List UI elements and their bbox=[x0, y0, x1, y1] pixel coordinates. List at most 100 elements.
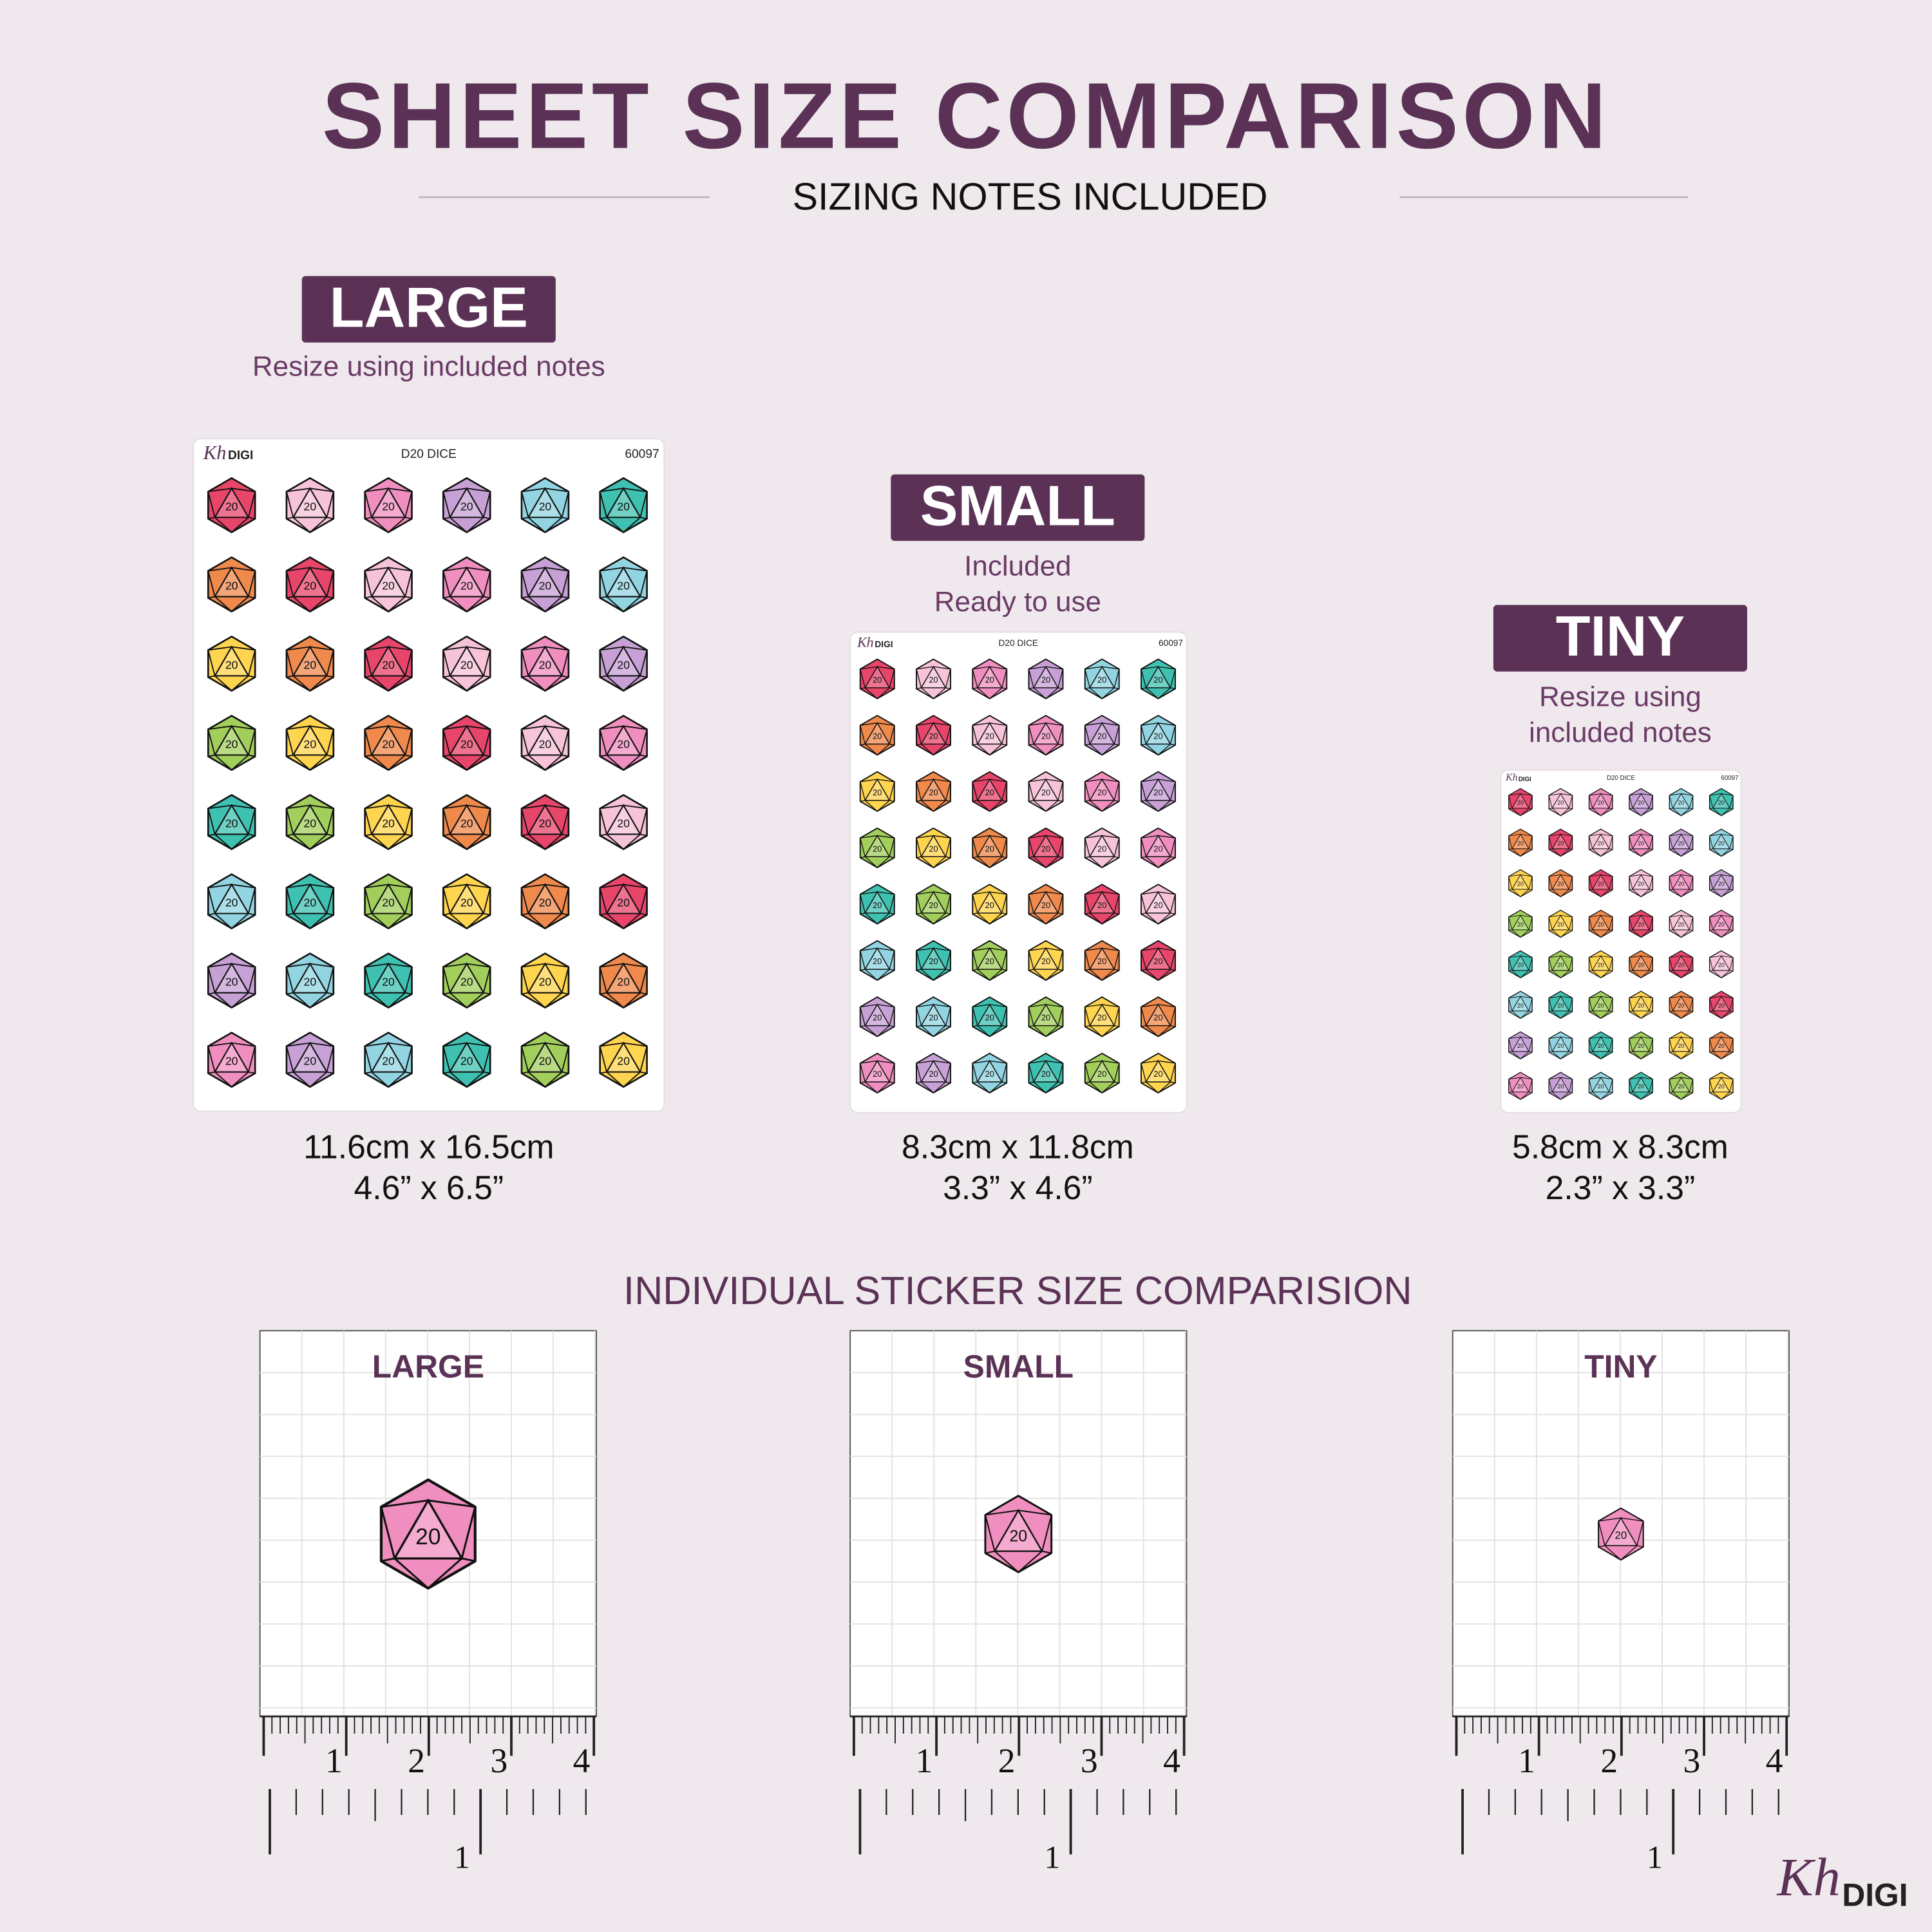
die-label: 20 bbox=[1678, 961, 1685, 968]
die-edge bbox=[1549, 793, 1561, 796]
die-edge bbox=[600, 567, 624, 572]
die-edge bbox=[404, 596, 412, 599]
die-edge bbox=[1729, 795, 1734, 809]
die-edge bbox=[1689, 957, 1694, 971]
die-edge bbox=[977, 1081, 990, 1094]
die-face bbox=[976, 1003, 1003, 1027]
die-face bbox=[448, 883, 485, 914]
die-edge bbox=[860, 743, 866, 746]
die-face bbox=[1088, 891, 1115, 914]
die-edge bbox=[972, 668, 978, 688]
die-edge bbox=[933, 687, 946, 699]
die-label: 20 bbox=[1153, 731, 1162, 741]
die-edge bbox=[1141, 743, 1146, 746]
die-edge bbox=[561, 729, 569, 755]
die-edge bbox=[1640, 808, 1650, 816]
die-face bbox=[864, 778, 891, 801]
die-edge bbox=[1170, 913, 1176, 914]
die-edge bbox=[1729, 1079, 1734, 1092]
die-edge bbox=[1508, 835, 1513, 849]
die-edge bbox=[231, 833, 249, 850]
die-label: 20 bbox=[1557, 800, 1564, 806]
die-edge bbox=[1045, 1004, 1063, 1008]
die-edge bbox=[1028, 894, 1034, 913]
die-edge bbox=[562, 675, 569, 678]
die-edge bbox=[1560, 955, 1573, 958]
die-edge bbox=[1033, 1081, 1046, 1094]
die-edge bbox=[623, 992, 641, 1009]
die-edge bbox=[1520, 1092, 1530, 1100]
die-edge bbox=[1028, 950, 1034, 970]
grid-box-label: TINY bbox=[1584, 1349, 1657, 1385]
die-edge bbox=[889, 1081, 895, 1084]
die-edge bbox=[1721, 1010, 1730, 1019]
die-edge bbox=[371, 596, 389, 612]
size-badge bbox=[1493, 605, 1748, 672]
die-edge bbox=[1592, 1010, 1602, 1019]
die-face bbox=[605, 962, 642, 994]
size-note: Ready to use bbox=[934, 586, 1101, 618]
die-edge bbox=[562, 516, 569, 520]
die: 20 bbox=[285, 477, 335, 533]
die-edge bbox=[1560, 848, 1569, 857]
grid-box-label: SMALL bbox=[963, 1349, 1074, 1385]
die-edge bbox=[544, 596, 563, 612]
die-edge bbox=[864, 1081, 878, 1094]
die-edge bbox=[1712, 808, 1722, 816]
die-edge bbox=[1057, 1081, 1063, 1084]
die-edge bbox=[1589, 1092, 1593, 1094]
die-edge bbox=[1113, 781, 1120, 801]
die-edge bbox=[483, 1071, 491, 1074]
die: 20 bbox=[1709, 1031, 1734, 1059]
ruler-cm-label: 3 bbox=[1683, 1741, 1701, 1780]
die-face bbox=[1591, 793, 1610, 809]
die-edge bbox=[1640, 1010, 1650, 1019]
die-edge bbox=[1141, 666, 1159, 670]
die: 20 bbox=[859, 996, 895, 1037]
die-edge bbox=[1712, 970, 1722, 978]
die-edge bbox=[388, 963, 412, 968]
die: 20 bbox=[285, 715, 335, 771]
die-edge bbox=[1028, 1060, 1046, 1064]
die-edge bbox=[1528, 929, 1533, 931]
die-edge bbox=[1681, 808, 1690, 816]
die-edge bbox=[860, 723, 878, 726]
die: 20 bbox=[285, 636, 335, 692]
die-edge bbox=[1158, 687, 1171, 699]
die-edge bbox=[1520, 970, 1530, 978]
die-edge bbox=[450, 833, 468, 850]
die-edge bbox=[1649, 876, 1653, 890]
size-note: Resize using included notes bbox=[252, 351, 605, 383]
die: 20 bbox=[442, 715, 491, 771]
die-edge bbox=[972, 856, 978, 858]
die-edge bbox=[623, 596, 641, 612]
die-edge bbox=[1592, 848, 1602, 857]
die-edge bbox=[877, 666, 895, 670]
die-edge bbox=[1669, 889, 1673, 891]
die-edge bbox=[1689, 835, 1694, 849]
die-face bbox=[976, 947, 1003, 970]
die-edge bbox=[1141, 838, 1147, 857]
die-edge bbox=[916, 950, 922, 970]
die-edge bbox=[231, 913, 249, 929]
die-edge bbox=[1045, 723, 1063, 726]
die-label: 20 bbox=[1041, 1069, 1050, 1079]
die-label: 20 bbox=[1097, 900, 1106, 910]
die-edge bbox=[214, 833, 232, 850]
die: 20 bbox=[285, 794, 335, 850]
die-edge bbox=[860, 1063, 866, 1083]
die-edge bbox=[1158, 891, 1176, 895]
die-edge bbox=[231, 567, 256, 572]
die-edge bbox=[889, 800, 895, 802]
die: 20 bbox=[442, 794, 491, 850]
die-edge bbox=[623, 913, 641, 929]
die-edge bbox=[466, 804, 491, 810]
die: 20 bbox=[285, 556, 335, 612]
die-edge bbox=[1158, 947, 1176, 951]
die-label: 20 bbox=[617, 817, 630, 830]
die-edge bbox=[916, 1007, 922, 1026]
die-edge bbox=[1721, 808, 1730, 816]
die-edge bbox=[1141, 1007, 1147, 1026]
die-edge bbox=[1508, 929, 1513, 931]
die-edge bbox=[521, 963, 545, 968]
